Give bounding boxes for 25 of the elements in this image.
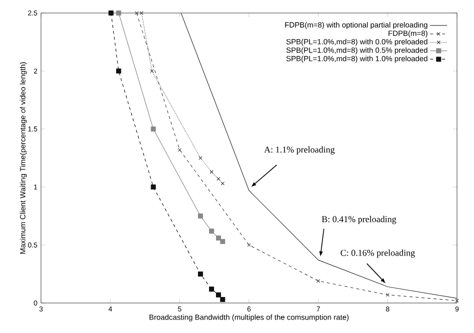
annotation: B: 0.41% preloading	[322, 216, 396, 224]
point	[198, 272, 203, 276]
point	[220, 297, 226, 302]
point	[134, 11, 139, 15]
point	[150, 184, 156, 190]
point	[216, 292, 221, 298]
point	[150, 69, 154, 73]
line-series	[180, 13, 457, 299]
point	[198, 214, 203, 218]
point	[150, 126, 156, 132]
point	[108, 10, 114, 16]
point	[216, 177, 220, 181]
point	[220, 239, 226, 244]
point	[455, 298, 459, 303]
point	[386, 293, 390, 297]
point	[116, 68, 122, 74]
point	[220, 182, 225, 186]
point	[178, 148, 182, 152]
annotation: C: 0.16% preloading	[340, 250, 415, 258]
point	[209, 286, 214, 292]
annotation: A: 1.1% preloading	[264, 146, 335, 154]
point	[116, 10, 122, 16]
point	[209, 228, 214, 234]
point	[316, 279, 320, 283]
point	[216, 236, 221, 241]
